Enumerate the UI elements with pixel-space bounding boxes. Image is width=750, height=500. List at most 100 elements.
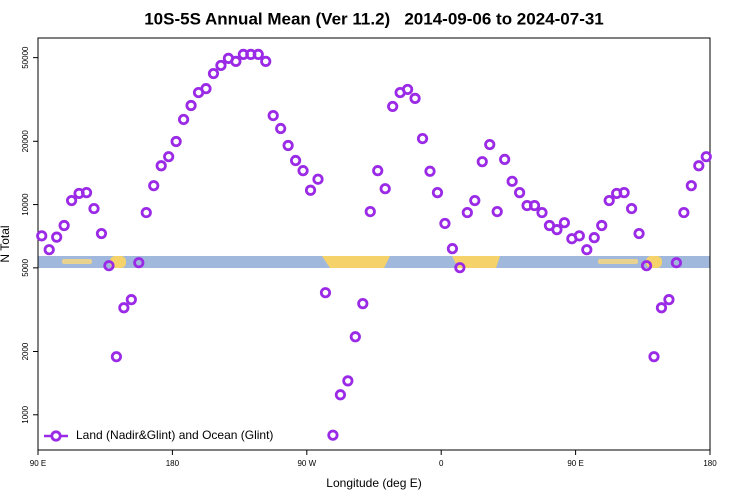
data-point [58,219,70,232]
data-point [670,257,683,269]
plot-frame [37,37,711,451]
data-point [140,206,152,219]
data-point [416,132,429,145]
data-point [469,194,481,207]
data-point [387,100,399,113]
data-point [476,156,488,168]
data-point [693,160,705,172]
data-point [80,187,93,199]
chart-title: 10S-5S Annual Mean (Ver 11.2) 2014-09-06… [144,9,604,28]
data-point [312,173,324,185]
data-point [573,230,585,242]
data-point [51,231,63,243]
data-point [170,135,182,148]
data-point [596,219,608,232]
data-point [581,244,593,256]
data-point [103,260,115,272]
data-point [267,110,279,122]
data-point [461,206,473,219]
data-point [95,227,108,240]
data-point [260,55,272,67]
land-region [598,259,638,264]
data-point [88,202,100,215]
data-point [319,287,332,299]
data-point [230,55,242,67]
data-point [446,243,458,255]
land-region [452,256,500,268]
legend-label: Land (Nadir&Glint) and Ocean (Glint) [76,428,273,442]
data-point [252,48,264,61]
data-point [178,113,190,126]
land-region [322,256,390,268]
y-tick-label: 2000 [21,342,30,360]
data-point [491,205,503,218]
data-point [148,180,160,192]
data-point [454,262,466,274]
data-point [372,165,384,177]
data-point [118,302,130,314]
data-point [110,351,123,363]
data-point [640,260,653,272]
data-point [357,298,369,310]
y-axis-label: N Total [0,225,12,262]
data-point [648,351,660,363]
data-point [558,217,571,229]
data-point [506,175,518,187]
data-point [439,217,451,230]
data-point [551,224,563,236]
data-point [342,375,354,387]
data-point [603,194,615,207]
data-point [215,59,227,72]
data-point [133,257,145,269]
data-point [185,99,197,112]
x-tick-label: 90 E [567,459,583,468]
data-point [663,294,675,306]
data-point [200,83,212,95]
data-point [625,202,638,215]
data-point [364,205,376,218]
data-point [685,180,697,192]
y-tick-label: 50000 [21,46,30,69]
data-point [163,151,175,163]
data-point [297,165,309,177]
data-point [155,160,167,172]
data-point [528,199,541,212]
data-point [499,153,511,166]
x-axis-label: Longitude (deg E) [326,476,421,490]
data-point [275,122,287,135]
data-point [513,187,526,199]
data-point [349,331,361,343]
data-point [334,389,346,401]
data-point [304,184,317,196]
data-point [700,151,712,163]
data-point [536,206,548,219]
x-tick-label: 180 [166,459,180,468]
data-point [424,165,436,177]
data-point [618,187,630,199]
y-tick-label: 1000 [21,405,30,423]
data-point [289,154,302,167]
data-point [379,183,391,195]
y-tick-label: 5000 [21,258,30,276]
data-point [66,194,78,207]
data-point [327,429,339,441]
data-point [43,244,55,256]
data-point [678,206,690,219]
land-region [62,259,92,264]
data-point [207,67,220,80]
y-tick-label: 20000 [21,130,30,153]
data-point [588,232,600,244]
x-tick-label: 90 E [30,459,46,468]
x-tick-label: 0 [439,459,444,468]
data-point [655,302,668,314]
data-point [401,83,414,96]
x-tick-label: 180 [703,459,717,468]
data-point [36,230,48,242]
data-point [633,227,645,240]
data-point [282,139,294,152]
legend-marker [50,430,62,442]
x-tick-label: 90 W [297,459,316,468]
data-point [484,138,496,151]
data-point [125,294,137,306]
